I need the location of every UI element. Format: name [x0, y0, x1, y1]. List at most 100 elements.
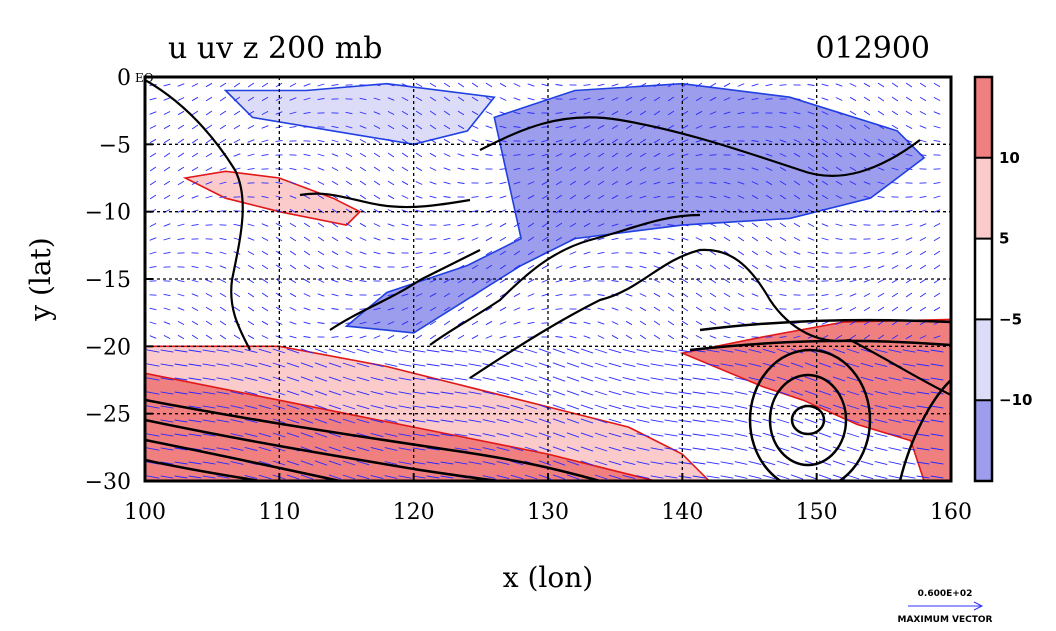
- wind-vector-748: [247, 264, 255, 270]
- wind-vector-710: [513, 250, 521, 256]
- wind-vector-578: [261, 223, 269, 227]
- wind-vector-913: [163, 307, 171, 311]
- wind-vector-732: [821, 251, 829, 255]
- wind-vector-90: [611, 97, 619, 101]
- wind-vector-1634: [678, 475, 692, 479]
- wind-vector-796: [919, 264, 927, 270]
- wind-vector-1421: [888, 419, 902, 423]
- colorbar-frame: [973, 75, 994, 483]
- wind-vector-642: [359, 237, 367, 241]
- wind-vector-884: [555, 293, 563, 297]
- wind-vector-1307: [888, 391, 902, 395]
- wind-vector-1620: [482, 475, 496, 479]
- wind-vector-228: [149, 138, 157, 144]
- wind-vector-163: [835, 110, 843, 116]
- wind-vector-1388: [426, 419, 440, 423]
- wind-vector-1181: [720, 363, 734, 367]
- wind-vector-1281: [524, 390, 538, 396]
- wind-vector-1352: [720, 405, 734, 409]
- wind-vector-838: [709, 278, 717, 284]
- wind-vector-1363: [874, 404, 888, 410]
- wind-vector-1464: [692, 433, 706, 437]
- wind-vector-862: [247, 292, 255, 298]
- wind-vector-114: [149, 111, 157, 115]
- wind-vector-226: [919, 125, 927, 129]
- wind-vector-320: [639, 152, 647, 158]
- wind-vector-1260: [230, 391, 244, 395]
- wind-vector-1155: [356, 362, 370, 368]
- wind-vector-412: [331, 180, 339, 186]
- wind-vector-1341: [566, 404, 580, 410]
- wind-vector-124: [289, 111, 297, 115]
- wind-vector-1400: [594, 418, 608, 424]
- wind-vector-447: [821, 180, 829, 186]
- wind-vector-1123: [706, 349, 720, 353]
- wind-vector-1327: [370, 404, 384, 410]
- lat-lon-grid: [145, 77, 951, 481]
- wind-vector-1267: [328, 390, 342, 396]
- wind-vector-1174: [622, 362, 636, 368]
- wind-vector-1361: [846, 404, 860, 410]
- wind-vector-786: [779, 265, 787, 269]
- wind-vector-33: [611, 83, 619, 87]
- wind-vector-52: [877, 82, 885, 88]
- wind-vector-1409: [720, 419, 734, 423]
- wind-vector-1384: [370, 418, 384, 424]
- wind-vector-221: [849, 124, 857, 130]
- wind-vector-131: [387, 111, 395, 115]
- wind-vector-1386: [398, 419, 412, 423]
- wind-vector-446: [807, 180, 815, 186]
- wind-vector-154: [709, 111, 717, 115]
- wind-vector-371: [555, 166, 563, 172]
- wind-vector-271: [751, 140, 759, 142]
- wind-vector-355: [331, 167, 339, 171]
- wind-vector-344: [177, 166, 185, 172]
- wind-vector-73: [373, 97, 381, 101]
- wind-vector-60: [191, 96, 199, 102]
- wind-vector-1285: [580, 390, 594, 396]
- wind-vector-754: [331, 265, 339, 269]
- wind-vector-938: [513, 307, 521, 311]
- wind-vector-410: [303, 181, 311, 185]
- wind-vector-491: [639, 195, 647, 199]
- wind-vector-1219: [454, 377, 468, 381]
- wind-vector-731: [807, 251, 815, 255]
- wind-vector-933: [443, 306, 451, 312]
- wind-vector-1059: [611, 334, 619, 340]
- wind-vector-365: [471, 168, 479, 170]
- wind-vector-128: [345, 111, 353, 115]
- wind-vector-976: [247, 320, 255, 326]
- wind-vector-1310: [930, 391, 944, 395]
- wind-vector-8: [261, 82, 269, 88]
- wind-vector-1471: [790, 432, 804, 438]
- wind-vector-148: [625, 110, 633, 116]
- wind-vector-1476: [860, 432, 874, 438]
- wind-vector-939: [527, 307, 535, 311]
- colorbar-swatch-3: [975, 319, 992, 401]
- wind-vector-1088: [216, 349, 230, 353]
- wind-vector-122: [261, 111, 269, 115]
- wind-vector-588: [401, 223, 409, 227]
- wind-vector-1415: [804, 418, 818, 424]
- wind-vector-129: [359, 111, 367, 115]
- wind-vector-360: [401, 166, 409, 172]
- wind-vector-1052: [513, 335, 521, 339]
- wind-vector-390: [821, 166, 829, 172]
- wind-vector-357: [359, 166, 367, 172]
- wind-vector-788: [807, 265, 815, 269]
- wind-vector-417: [401, 180, 409, 186]
- wind-vector-1242: [776, 376, 790, 382]
- wind-vector-1163: [468, 363, 482, 367]
- wind-vector-1497: [356, 446, 370, 452]
- wind-vector-19: [415, 83, 423, 87]
- wind-vector-608: [681, 223, 689, 227]
- wind-vector-139: [499, 111, 507, 115]
- wind-vector-1255: [160, 391, 174, 395]
- wind-vector-1017: [821, 321, 829, 325]
- wind-vector-369: [527, 167, 535, 171]
- wind-vector-1622: [510, 474, 524, 480]
- wind-vector-105: [821, 97, 829, 101]
- wind-vector-1408: [706, 419, 720, 423]
- wind-vector-1133: [846, 348, 860, 354]
- wind-vector-772: [583, 265, 591, 269]
